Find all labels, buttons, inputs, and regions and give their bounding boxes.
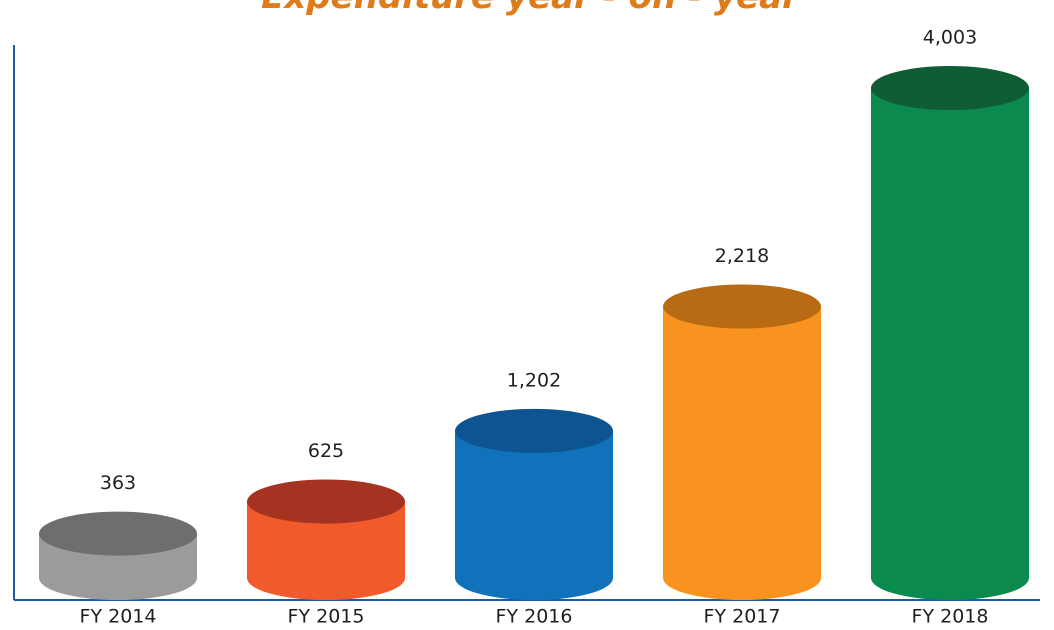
bar-top [871, 66, 1029, 110]
bar-top [663, 284, 821, 329]
bar-top [39, 511, 197, 556]
bar [871, 88, 1029, 600]
bar [247, 501, 405, 600]
value-label: 1,202 [507, 369, 561, 391]
bar [455, 430, 613, 600]
x-tick-label: FY 2014 [80, 606, 157, 628]
bar-top [455, 408, 613, 453]
bar-top [247, 479, 405, 524]
x-tick-label: FY 2016 [496, 606, 573, 628]
value-label: 363 [100, 472, 136, 494]
x-tick-label: FY 2018 [912, 606, 989, 628]
value-label: 4,003 [923, 27, 977, 49]
x-tick-label: FY 2015 [288, 606, 365, 628]
value-label: 2,218 [715, 245, 769, 267]
bar [663, 306, 821, 600]
chart-title: Expenditure year - on - year [261, 0, 801, 17]
x-tick-label: FY 2017 [704, 606, 781, 628]
value-label: 625 [308, 440, 344, 462]
